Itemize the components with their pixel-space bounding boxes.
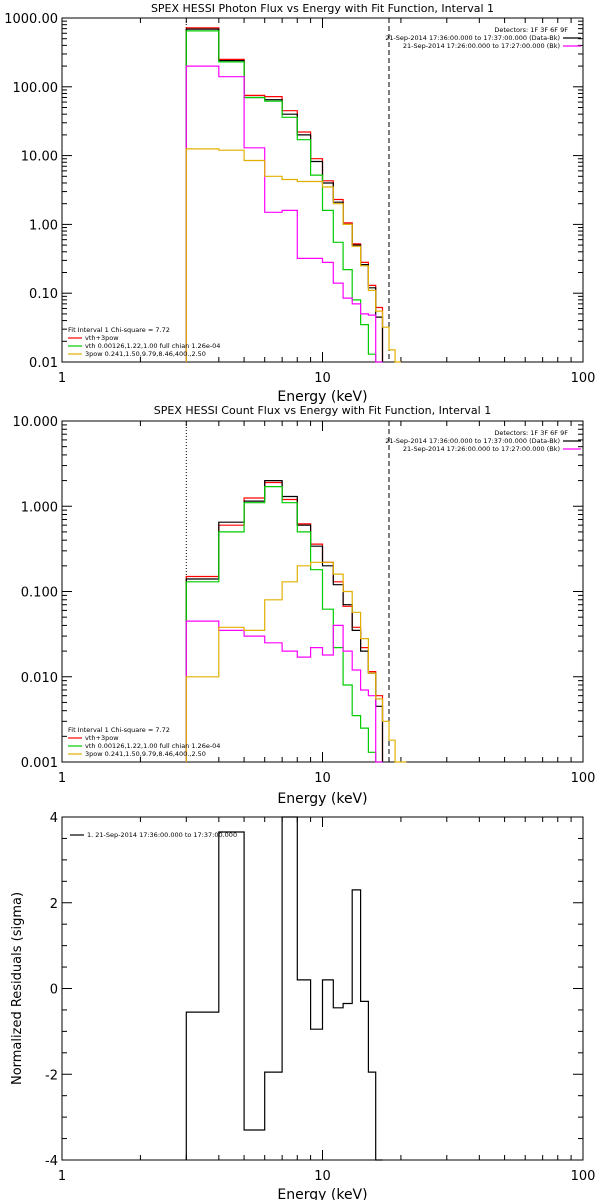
x-axis-label: Energy (keV) — [277, 791, 367, 807]
detectors-label: Detectors: 1F 3F 6F 9F — [494, 26, 568, 34]
legend-left-label: vth 0.00126,1.22,1.00 full chian 1.26e-0… — [85, 342, 220, 350]
y-axis-label: Normalized Residuals (sigma) — [10, 892, 25, 1085]
x-tick-label: 1 — [58, 771, 66, 786]
legend-left-label: 3pow 0.241,1.50,9.79,8.46,400.,2.50 — [85, 750, 206, 758]
legend-right-label: 21-Sep-2014 17:26:00.000 to 17:27:00.000… — [403, 42, 560, 50]
series-line-3 — [185, 65, 383, 363]
series-line-4 — [185, 561, 407, 763]
chart-title: SPEX HESSI Photon Flux vs Energy with Fi… — [151, 2, 494, 15]
fit-header: Fit Interval 1 Chi-square = 7.72 — [68, 726, 170, 734]
series-line-0 — [185, 816, 383, 1161]
series-line-0 — [185, 27, 384, 362]
x-tick-label: 100 — [571, 771, 596, 786]
series-line-2 — [185, 486, 383, 763]
legend-left-label: vth+3pow — [85, 334, 119, 342]
y-tick-label: 0.01 — [29, 356, 58, 371]
x-tick-label: 100 — [571, 1169, 596, 1184]
y-tick-label: 0.010 — [21, 671, 58, 686]
y-tick-label: 1000.00 — [4, 12, 58, 27]
legend-label: 1. 21-Sep-2014 17:36:00.000 to 17:37:00.… — [87, 831, 237, 839]
series-line-0 — [185, 481, 384, 762]
x-axis-label: Energy (keV) — [277, 1187, 367, 1200]
fit-header: Fit Interval 1 Chi-square = 7.72 — [68, 326, 170, 334]
y-tick-label: 10.000 — [13, 415, 59, 430]
y-tick-label: 10.00 — [21, 150, 58, 165]
series-line-1 — [185, 28, 384, 362]
legend-right-label: 21-Sep-2014 17:26:00.000 to 17:27:00.000… — [403, 445, 560, 453]
legend-right-label: 21-Sep-2014 17:36:00.000 to 17:37:00.000… — [385, 437, 560, 445]
y-tick-label: 0 — [50, 983, 58, 998]
y-tick-label: 100.00 — [13, 81, 59, 96]
x-tick-label: 10 — [314, 771, 331, 786]
legend-left-label: vth+3pow — [85, 734, 119, 742]
series-line-2 — [185, 30, 383, 363]
y-tick-label: 1.000 — [21, 500, 58, 515]
x-tick-label: 1 — [58, 1169, 66, 1184]
y-tick-label: 0.001 — [21, 756, 58, 771]
y-tick-label: -4 — [45, 1154, 58, 1169]
series-line-3 — [185, 620, 383, 763]
legend-left-label: 3pow 0.241,1.50,9.79,8.46,400.,2.50 — [85, 350, 206, 358]
y-tick-label: -2 — [45, 1068, 58, 1083]
legend-left-label: vth 0.00126,1.22,1.00 full chian 1.26e-0… — [85, 742, 220, 750]
x-tick-label: 1 — [58, 371, 66, 386]
chart-title: SPEX HESSI Count Flux vs Energy with Fit… — [154, 404, 491, 417]
x-tick-label: 10 — [314, 1169, 331, 1184]
detectors-label: Detectors: 1F 3F 6F 9F — [494, 429, 568, 437]
y-tick-label: 1.00 — [29, 218, 58, 233]
x-axis-label: Energy (keV) — [277, 389, 367, 405]
y-tick-label: 4 — [50, 811, 58, 826]
x-tick-label: 100 — [571, 371, 596, 386]
legend-right-label: 21-Sep-2014 17:36:00.000 to 17:37:00.000… — [385, 34, 560, 42]
y-tick-label: 2 — [50, 897, 58, 912]
x-tick-label: 10 — [314, 371, 331, 386]
series-line-4 — [185, 148, 401, 363]
y-tick-label: 0.100 — [21, 586, 58, 601]
y-tick-label: 0.10 — [29, 287, 58, 302]
